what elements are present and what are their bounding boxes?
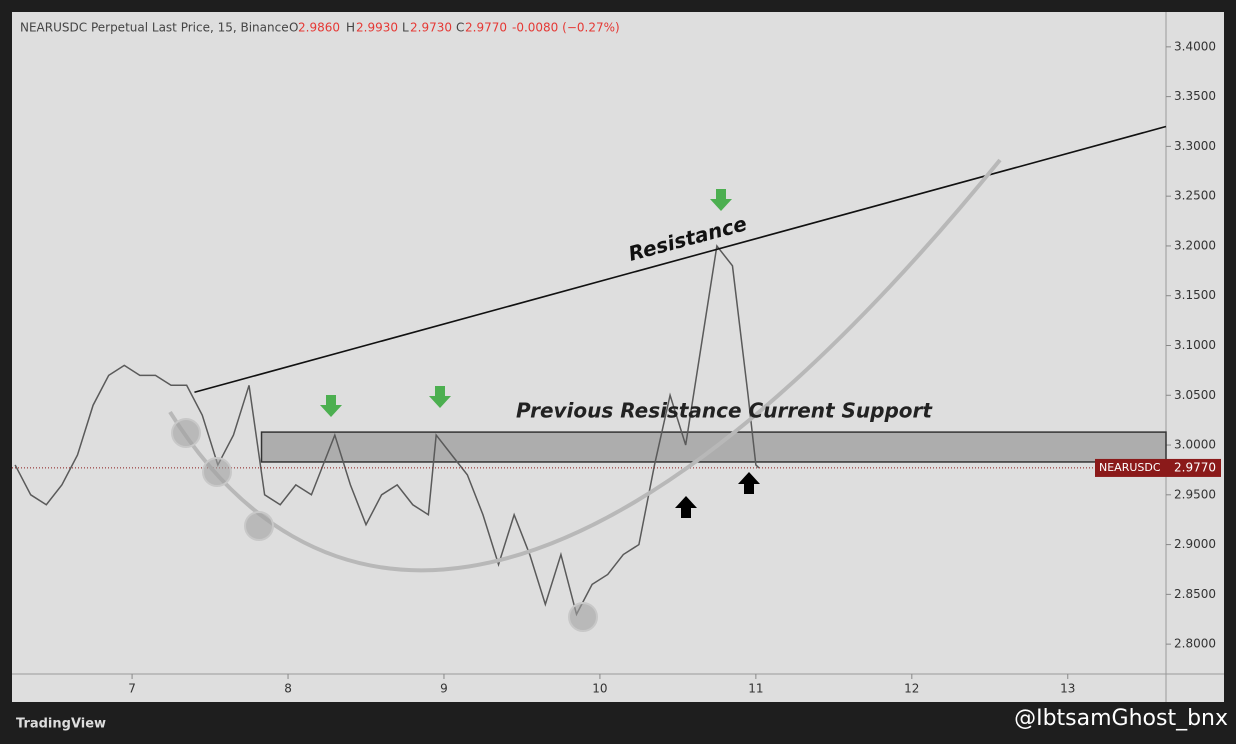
watermark: @IbtsamGhost_bnx bbox=[1014, 706, 1228, 731]
resistance-line bbox=[194, 125, 1167, 394]
arrow bbox=[320, 395, 342, 417]
last-price-symbol: NEARUSDC bbox=[1099, 461, 1161, 474]
symbol: NEARUSDC Perpetual Last Price, 15, Binan… bbox=[20, 21, 289, 35]
h-label: H bbox=[346, 21, 355, 35]
y-tick-label: 3.0500 bbox=[1174, 388, 1216, 402]
c-label: C bbox=[456, 21, 464, 35]
down-arrows bbox=[320, 189, 732, 417]
y-tick-label: 3.0000 bbox=[1174, 438, 1216, 452]
x-tick-label: 8 bbox=[284, 682, 292, 696]
x-tick-label: 10 bbox=[592, 682, 607, 696]
y-tick-label: 2.8000 bbox=[1174, 637, 1216, 651]
low: 2.9730 bbox=[410, 21, 452, 35]
x-tick-label: 7 bbox=[128, 682, 136, 696]
last-price-box bbox=[1095, 458, 1221, 477]
panel bbox=[12, 12, 1224, 702]
x-tick-label: 12 bbox=[904, 682, 919, 696]
y-tick-label: 3.1000 bbox=[1174, 338, 1216, 352]
y-tick-label: 3.3000 bbox=[1174, 139, 1216, 153]
header: NEARUSDC Perpetual Last Price, 15, Binan… bbox=[20, 21, 620, 35]
circle bbox=[244, 511, 274, 541]
x-tick-label: 9 bbox=[440, 682, 448, 696]
x-tick-label: 11 bbox=[748, 682, 763, 696]
y-tick-label: 3.3500 bbox=[1174, 89, 1216, 103]
arrow bbox=[429, 386, 451, 408]
high: 2.9930 bbox=[356, 21, 398, 35]
plot: 2.8000 2.8500 2.9000 2.9500 3.0000 3.0500 3.10… bbox=[12, 39, 1221, 696]
y-tick-label: 3.2000 bbox=[1174, 238, 1216, 252]
l-label: L bbox=[402, 21, 409, 35]
circle bbox=[568, 602, 598, 632]
up-arrows bbox=[675, 472, 760, 518]
y-tick-label: 2.9500 bbox=[1174, 487, 1216, 501]
circle bbox=[171, 418, 201, 448]
y-tick-label: 2.9000 bbox=[1174, 537, 1216, 551]
last-price-label: 2.9770 bbox=[1174, 460, 1216, 474]
o-label: O bbox=[289, 21, 298, 35]
open: 2.9860 bbox=[298, 21, 340, 35]
close: 2.9770 bbox=[465, 21, 507, 35]
touch-circles bbox=[171, 418, 598, 632]
y-tick-label: 2.8500 bbox=[1174, 587, 1216, 601]
circle bbox=[202, 457, 232, 487]
y-tick-label: 3.1500 bbox=[1174, 288, 1216, 302]
arrow bbox=[710, 189, 732, 211]
arrow bbox=[738, 472, 760, 494]
branding: TradingView bbox=[16, 717, 106, 732]
y-tick-label: 3.4000 bbox=[1174, 39, 1216, 53]
arrow bbox=[675, 496, 697, 518]
cup-curve bbox=[168, 158, 1002, 573]
annotation: Previous Resistance Current Support bbox=[516, 399, 933, 423]
x-tick-label: 13 bbox=[1060, 682, 1075, 696]
y-tick-label: 3.2500 bbox=[1174, 189, 1216, 203]
change: -0.0080 (−0.27%) bbox=[512, 21, 620, 35]
